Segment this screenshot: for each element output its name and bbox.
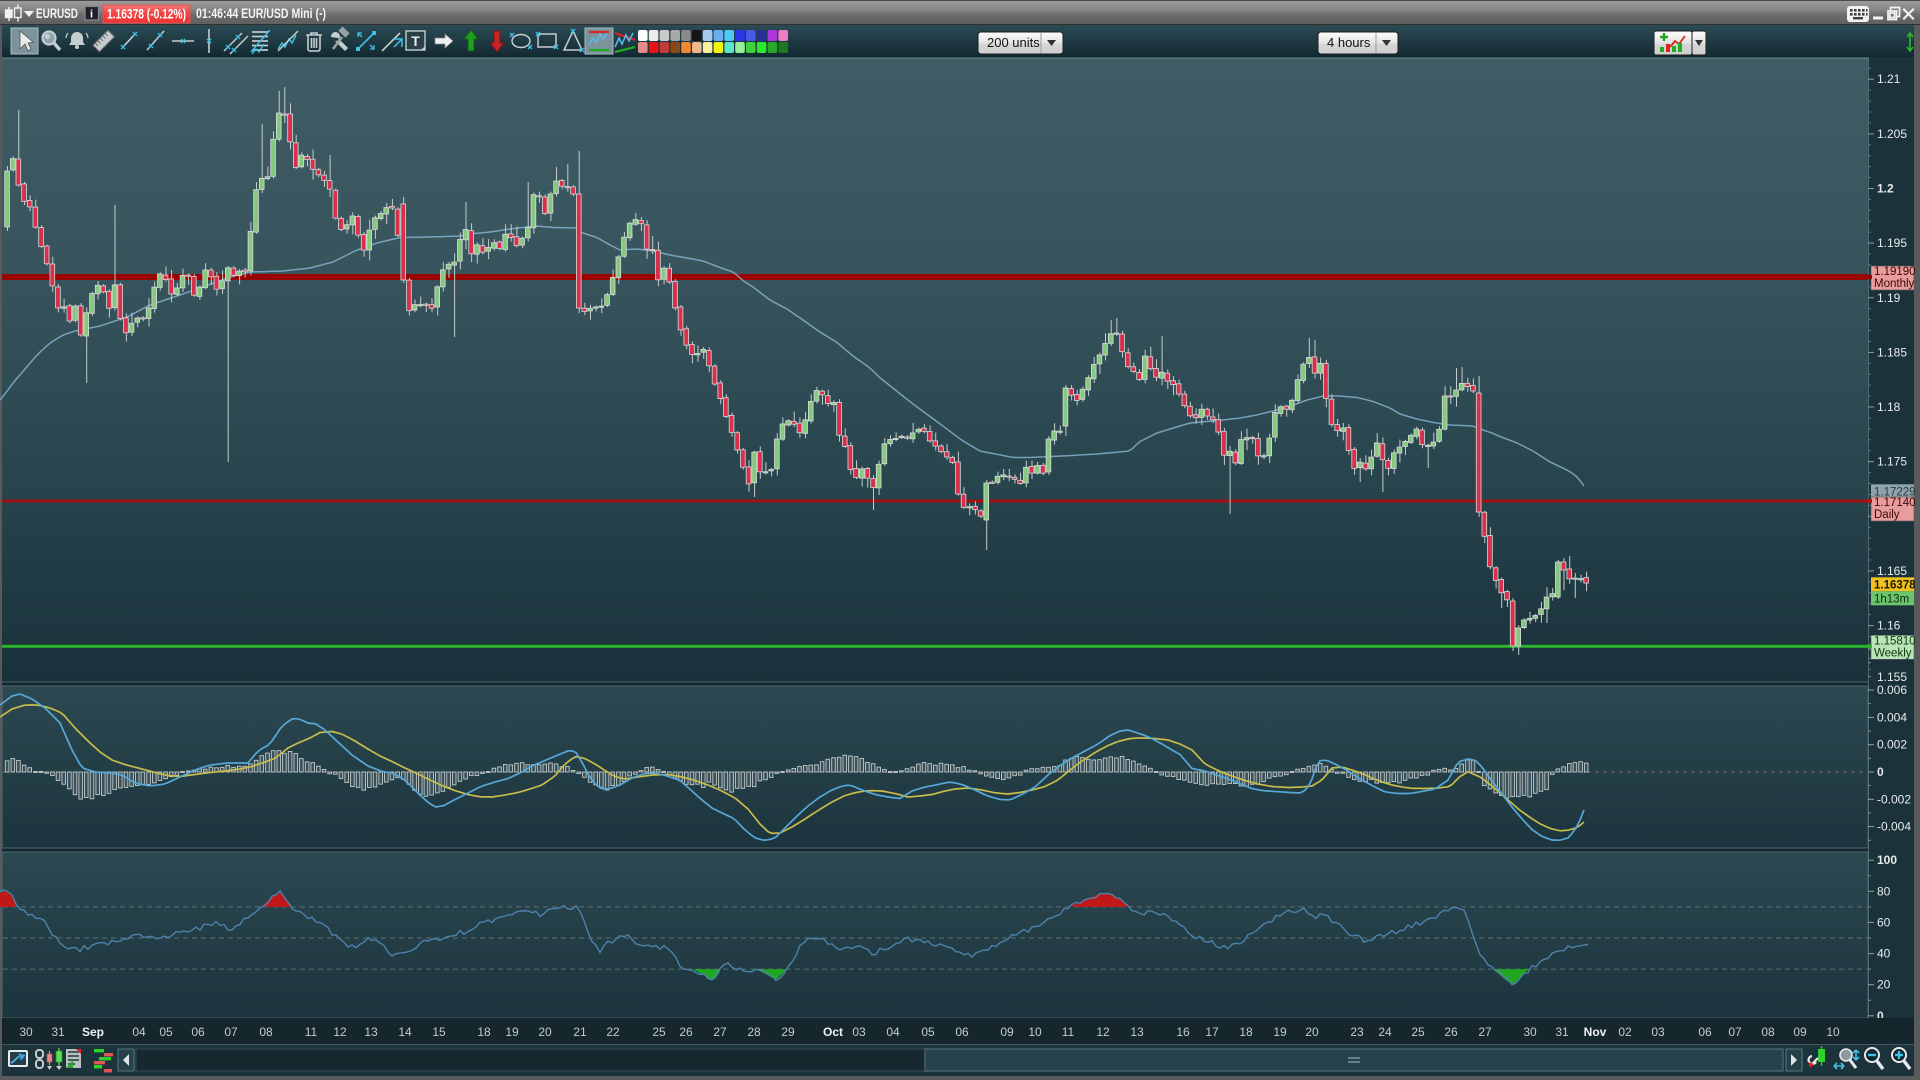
svg-text:26: 26 — [679, 1025, 693, 1039]
svg-text:200 units: 200 units — [987, 35, 1040, 50]
svg-text:11: 11 — [305, 1025, 318, 1039]
svg-text:Weekly: Weekly — [1874, 647, 1912, 659]
svg-text:0.006: 0.006 — [1877, 683, 1907, 697]
svg-text:19: 19 — [505, 1025, 519, 1039]
svg-text:31: 31 — [1555, 1025, 1569, 1039]
svg-text:25: 25 — [1411, 1025, 1425, 1039]
svg-text:80: 80 — [1877, 884, 1891, 898]
svg-text:Monthly: Monthly — [1874, 278, 1915, 290]
svg-text:1.195: 1.195 — [1877, 236, 1907, 250]
svg-text:1h13m: 1h13m — [1874, 593, 1909, 605]
svg-text:27: 27 — [713, 1025, 727, 1039]
svg-text:08: 08 — [1761, 1025, 1775, 1039]
svg-text:20: 20 — [1877, 978, 1891, 992]
svg-text:40: 40 — [1877, 947, 1891, 961]
svg-text:Nov: Nov — [1584, 1025, 1607, 1039]
svg-text:01:46:44 EUR/USD Mini (-): 01:46:44 EUR/USD Mini (-) — [196, 6, 326, 21]
svg-text:04: 04 — [886, 1025, 900, 1039]
svg-text:09: 09 — [1000, 1025, 1014, 1039]
svg-text:15: 15 — [432, 1025, 446, 1039]
svg-text:Oct: Oct — [823, 1025, 843, 1039]
svg-text:05: 05 — [159, 1025, 173, 1039]
svg-text:07: 07 — [1728, 1025, 1742, 1039]
svg-text:-0.004: -0.004 — [1877, 820, 1911, 834]
svg-text:02: 02 — [1618, 1025, 1632, 1039]
svg-text:26: 26 — [1444, 1025, 1458, 1039]
svg-text:0.002: 0.002 — [1877, 738, 1907, 752]
svg-text:1.16: 1.16 — [1877, 619, 1901, 633]
svg-text:06: 06 — [191, 1025, 205, 1039]
svg-text:08: 08 — [259, 1025, 273, 1039]
svg-text:25: 25 — [652, 1025, 666, 1039]
svg-text:30: 30 — [1523, 1025, 1537, 1039]
svg-text:0: 0 — [1877, 765, 1884, 779]
svg-text:12: 12 — [333, 1025, 347, 1039]
svg-text:20: 20 — [538, 1025, 552, 1039]
svg-text:05: 05 — [921, 1025, 935, 1039]
svg-text:18: 18 — [477, 1025, 491, 1039]
svg-text:100: 100 — [1877, 853, 1897, 867]
svg-text:Daily: Daily — [1874, 509, 1900, 521]
svg-text:13: 13 — [1130, 1025, 1144, 1039]
svg-text:14: 14 — [398, 1025, 412, 1039]
svg-text:09: 09 — [1793, 1025, 1807, 1039]
svg-text:1.16378: 1.16378 — [1874, 579, 1916, 591]
svg-text:10: 10 — [1028, 1025, 1042, 1039]
svg-text:19: 19 — [1273, 1025, 1287, 1039]
svg-text:20: 20 — [1305, 1025, 1319, 1039]
svg-text:1.16378 (-0.12%): 1.16378 (-0.12%) — [107, 7, 186, 22]
svg-text:0: 0 — [1877, 1009, 1884, 1023]
svg-text:27: 27 — [1478, 1025, 1492, 1039]
svg-text:31: 31 — [51, 1025, 65, 1039]
svg-text:1.18: 1.18 — [1877, 400, 1901, 414]
svg-text:03: 03 — [852, 1025, 866, 1039]
svg-text:03: 03 — [1651, 1025, 1665, 1039]
svg-text:1.17140: 1.17140 — [1874, 497, 1916, 509]
svg-text:16: 16 — [1176, 1025, 1190, 1039]
svg-text:1.17229: 1.17229 — [1874, 486, 1916, 498]
svg-text:-0.002: -0.002 — [1877, 792, 1911, 806]
svg-text:04: 04 — [132, 1025, 146, 1039]
svg-text:30: 30 — [19, 1025, 33, 1039]
svg-text:1.19190: 1.19190 — [1874, 266, 1916, 278]
svg-text:17: 17 — [1205, 1025, 1219, 1039]
svg-text:21: 21 — [573, 1025, 587, 1039]
svg-text:23: 23 — [1350, 1025, 1364, 1039]
svg-text:Sep: Sep — [82, 1025, 104, 1039]
svg-text:T: T — [411, 33, 420, 49]
svg-text:1.15810: 1.15810 — [1874, 635, 1916, 647]
svg-text:i: i — [90, 9, 93, 21]
svg-text:60: 60 — [1877, 915, 1891, 929]
svg-text:10: 10 — [1826, 1025, 1840, 1039]
svg-text:1.175: 1.175 — [1877, 455, 1907, 469]
svg-text:18: 18 — [1239, 1025, 1253, 1039]
svg-text:29: 29 — [781, 1025, 795, 1039]
svg-text:1.205: 1.205 — [1877, 127, 1907, 141]
svg-text:EURUSD: EURUSD — [36, 6, 78, 21]
svg-text:06: 06 — [1698, 1025, 1712, 1039]
svg-text:07: 07 — [224, 1025, 238, 1039]
svg-text:1.155: 1.155 — [1877, 670, 1907, 684]
svg-text:28: 28 — [747, 1025, 761, 1039]
svg-text:4 hours: 4 hours — [1327, 35, 1371, 50]
svg-text:22: 22 — [606, 1025, 620, 1039]
svg-text:06: 06 — [955, 1025, 969, 1039]
svg-text:1.21: 1.21 — [1877, 72, 1901, 86]
svg-text:1.19: 1.19 — [1877, 291, 1901, 305]
svg-text:12: 12 — [1096, 1025, 1110, 1039]
svg-text:13: 13 — [364, 1025, 378, 1039]
svg-text:24: 24 — [1378, 1025, 1392, 1039]
svg-text:1.185: 1.185 — [1877, 345, 1907, 359]
svg-text:1.2: 1.2 — [1877, 182, 1894, 196]
svg-text:0.004: 0.004 — [1877, 710, 1907, 724]
svg-text:11: 11 — [1062, 1025, 1075, 1039]
svg-text:1.165: 1.165 — [1877, 564, 1907, 578]
